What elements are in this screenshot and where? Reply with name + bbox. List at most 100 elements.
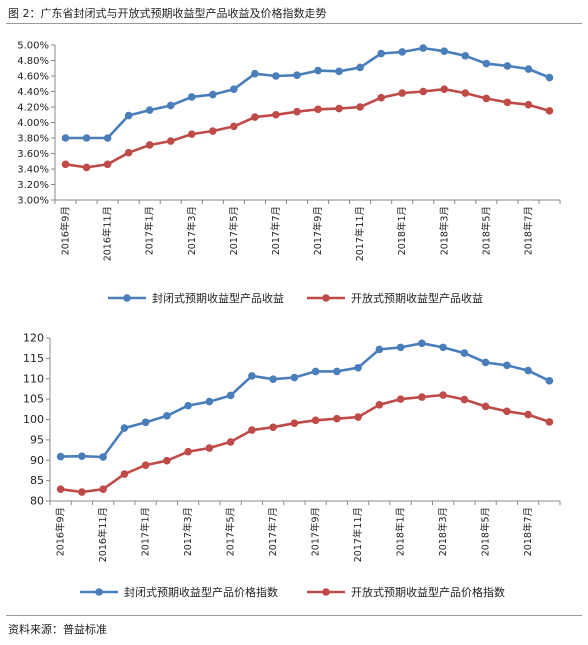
x-tick-label: 2017年3月 <box>186 206 198 255</box>
data-point-series-1 <box>78 452 86 460</box>
data-point-series-1 <box>187 93 196 101</box>
data-point-series-2 <box>375 401 384 409</box>
x-tick-label: 2016年11月 <box>97 507 109 562</box>
data-point-series-2 <box>439 391 447 399</box>
data-point-series-1 <box>545 73 554 82</box>
data-point-series-2 <box>187 130 196 138</box>
data-point-series-1 <box>272 72 280 80</box>
x-tick-label: 2018年3月 <box>437 507 449 556</box>
data-point-series-1 <box>440 47 449 55</box>
data-point-series-1 <box>333 367 341 376</box>
data-point-series-2 <box>377 93 385 102</box>
data-point-series-1 <box>356 63 364 72</box>
y-tick-label: 85 <box>30 474 44 487</box>
y-tick-label: 100 <box>23 413 44 426</box>
x-tick-label: 2017年3月 <box>182 507 194 556</box>
y-tick-label: 95 <box>30 433 44 446</box>
series-line-2 <box>65 87 550 169</box>
data-point-series-1 <box>524 366 532 375</box>
data-point-series-2 <box>356 103 364 111</box>
series-line-1 <box>65 46 550 140</box>
x-tick-label: 2018年1月 <box>395 507 407 556</box>
y-tick-label: 105 <box>23 393 44 406</box>
data-point-series-2 <box>460 395 469 404</box>
data-point-series-2 <box>503 407 511 416</box>
data-point-series-2 <box>524 410 532 419</box>
legend-marker-1 <box>95 588 103 596</box>
data-point-series-1 <box>120 424 129 432</box>
y-tick-label: 4.80% <box>17 56 49 67</box>
y-tick-label: 4.20% <box>17 103 49 114</box>
legend-label-1: 封闭式预期收益型产品收益 <box>152 291 284 305</box>
data-point-series-2 <box>314 105 322 114</box>
data-point-series-2 <box>99 485 107 493</box>
x-tick-label: 2017年11月 <box>352 507 364 562</box>
data-point-series-1 <box>145 106 154 114</box>
data-point-series-1 <box>419 44 428 52</box>
x-tick-label: 2017年5月 <box>228 206 240 255</box>
x-tick-label: 2017年7月 <box>267 507 279 556</box>
y-tick-label: 110 <box>23 372 44 385</box>
legend-label-2: 开放式预期收益型产品价格指数 <box>351 585 505 599</box>
legend-marker-2 <box>322 294 330 302</box>
data-point-series-1 <box>377 49 385 58</box>
x-tick-label: 2017年9月 <box>310 507 322 556</box>
legend-label-2: 开放式预期收益型产品收益 <box>351 291 483 305</box>
data-point-series-1 <box>184 401 192 410</box>
series-line-2 <box>60 393 550 494</box>
data-point-series-2 <box>248 426 256 434</box>
data-point-series-1 <box>503 62 512 70</box>
data-point-series-1 <box>141 418 150 427</box>
data-point-series-1 <box>124 111 133 120</box>
y-tick-label: 4.00% <box>17 118 49 129</box>
data-point-series-2 <box>545 418 554 426</box>
y-tick-label: 80 <box>30 495 44 508</box>
data-point-series-2 <box>290 419 299 427</box>
data-point-series-1 <box>503 361 511 370</box>
data-point-series-1 <box>166 101 175 110</box>
x-tick-label: 2017年1月 <box>140 507 152 556</box>
data-point-series-2 <box>226 438 235 446</box>
data-point-series-2 <box>163 456 171 465</box>
data-point-series-1 <box>209 90 217 99</box>
data-point-series-1 <box>524 65 533 73</box>
data-point-series-2 <box>184 447 192 456</box>
x-tick-label: 2016年9月 <box>60 206 72 255</box>
data-point-series-1 <box>311 367 320 376</box>
data-point-series-2 <box>124 148 133 157</box>
data-point-series-2 <box>419 87 428 96</box>
y-tick-label: 5.00% <box>17 41 49 52</box>
legend-marker-1 <box>123 294 131 302</box>
source-note: 资料来源：普益标准 <box>8 623 107 636</box>
data-point-series-2 <box>251 113 259 121</box>
price-index-chart: 80 85 90 95 100 105 110 115 120 2016年9月 2016年11月 20… <box>23 332 561 599</box>
data-point-series-2 <box>166 137 175 145</box>
data-point-series-1 <box>248 372 256 380</box>
data-point-series-2 <box>103 160 112 169</box>
bottom-divider <box>6 615 582 616</box>
data-point-series-1 <box>99 453 107 461</box>
legend-marker-2 <box>322 588 330 596</box>
y-tick-label: 3.40% <box>17 165 49 176</box>
x-tick-label: 2016年9月 <box>55 507 67 556</box>
x-tick-label: 2018年5月 <box>480 206 492 255</box>
data-point-series-2 <box>398 89 406 97</box>
data-point-series-2 <box>209 127 217 135</box>
x-tick-label: 2016年11月 <box>102 206 114 261</box>
data-point-series-2 <box>354 413 362 421</box>
data-point-series-2 <box>481 402 490 411</box>
top-divider <box>6 23 582 24</box>
data-point-series-1 <box>398 48 406 56</box>
data-point-series-2 <box>205 444 214 452</box>
y-tick-label: 3.00% <box>17 196 49 207</box>
y-tick-label: 4.60% <box>17 72 49 83</box>
y-tick-label: 120 <box>23 332 44 345</box>
data-point-series-2 <box>272 110 280 119</box>
data-point-series-1 <box>290 373 299 382</box>
x-tick-label: 2017年9月 <box>312 206 324 255</box>
data-point-series-1 <box>482 59 491 68</box>
data-point-series-1 <box>396 343 405 352</box>
x-tick-label: 2017年11月 <box>354 206 366 261</box>
data-point-series-2 <box>120 470 129 478</box>
x-tick-label: 2018年5月 <box>480 507 492 556</box>
